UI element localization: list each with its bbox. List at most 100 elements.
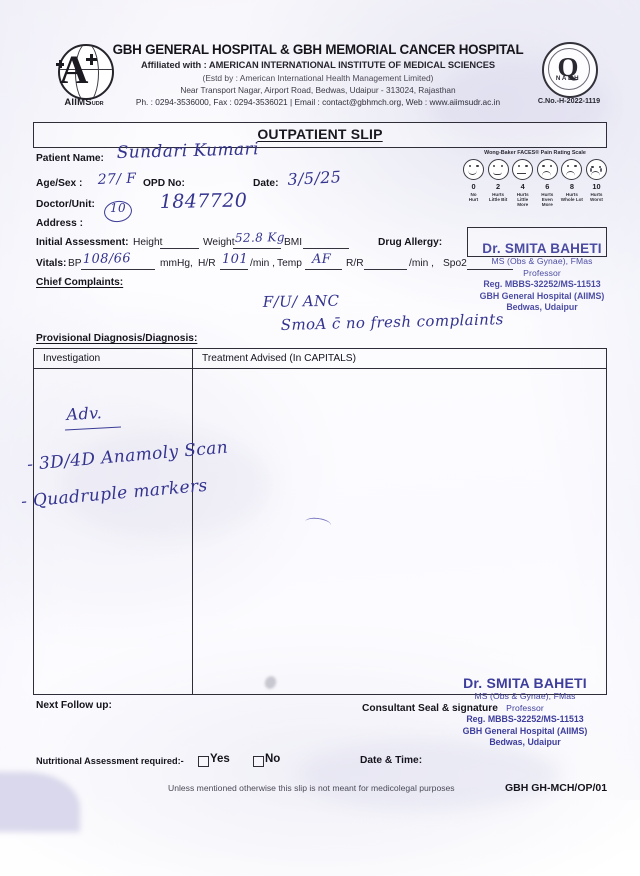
doctor-location: Bedwas, Udaipur: [489, 737, 561, 747]
bmi-input-rule[interactable]: [303, 248, 349, 249]
crying-face-icon: [585, 159, 607, 180]
nutritional-yes-checkbox[interactable]: [198, 756, 209, 767]
table-column-divider: [192, 349, 193, 694]
document-title-banner: OUTPATIENT SLIP: [33, 122, 607, 148]
age-sex-label: Age/Sex :: [36, 178, 83, 189]
investigation-note-heading: Adv.: [66, 403, 103, 424]
date-label: Date:: [253, 178, 279, 189]
pain-score: 8: [569, 181, 574, 191]
weight-input-rule[interactable]: [233, 248, 281, 249]
nutritional-no-checkbox[interactable]: [253, 756, 264, 767]
initial-assessment-label: Initial Assessment:: [36, 237, 129, 248]
slight-smile-face-icon: [487, 159, 509, 180]
rr-label: R/R: [346, 258, 364, 269]
doctor-qualification: MS (Obs & Gynae), FMas: [474, 691, 576, 701]
neutral-face-icon: [512, 159, 534, 180]
frown-face-icon: [536, 159, 558, 180]
pain-label: Hurts Worst: [590, 191, 603, 202]
weight-label: Weight: [203, 237, 235, 248]
nutritional-yes-label: Yes: [210, 753, 230, 765]
doctor-designation: Professor: [523, 267, 561, 278]
doctor-qualification: MS (Obs & Gynae), FMas: [491, 256, 593, 266]
doctor-designation: Professor: [506, 702, 544, 713]
nabh-wordmark: NABH: [555, 75, 581, 82]
pain-scale-faces-row: 0 No Hurt 2 Hurts Little Bit 4: [462, 159, 608, 208]
pain-face-10[interactable]: 10 Hurts Worst: [585, 159, 608, 208]
pain-face-2[interactable]: 2 Hurts Little Bit: [487, 159, 510, 208]
date-value: 3/5/25: [287, 167, 342, 189]
pain-score: 10: [592, 181, 601, 191]
nabh-certificate-number: C.No.-H-2022-1119: [537, 96, 601, 105]
form-code: GBH GH-MCH/OP/01: [505, 782, 608, 794]
bp-label: BP: [68, 258, 82, 269]
investigation-treatment-table: Investigation Treatment Advised (In CAPI…: [33, 348, 607, 695]
column-header-treatment: Treatment Advised (In CAPITALS): [202, 353, 356, 364]
hospital-contact: Ph. : 0294-3536000, Fax : 0294-3536021 |…: [135, 97, 501, 107]
pain-scale-title: Wong-Baker FACES® Pain Rating Scale: [484, 150, 586, 156]
established-by-line: (Estd by : American International Health…: [202, 72, 434, 83]
bmi-label: BMI: [284, 237, 303, 248]
height-input-rule[interactable]: [160, 248, 199, 249]
chief-complaints-label: Chief Complaints:: [36, 277, 124, 288]
doctor-location: Bedwas, Udaipur: [506, 302, 578, 312]
hospital-address: Near Transport Nagar, Airport Road, Bedw…: [180, 84, 456, 95]
column-header-investigation: Investigation: [43, 353, 101, 364]
hr-unit: /min ,: [250, 258, 275, 269]
smiley-face-icon: [463, 159, 484, 180]
height-label: Height: [133, 237, 163, 248]
age-sex-value: 27/ F: [97, 170, 137, 188]
pain-label: Hurts Little More: [516, 191, 529, 208]
doctor-registration: Reg. MBBS-32252/MS-11513: [466, 714, 584, 724]
nutritional-assessment-label: Nutritional Assessment required:-: [36, 756, 184, 766]
pain-face-0[interactable]: 0 No Hurt: [462, 159, 485, 208]
pain-score: 0: [471, 181, 476, 191]
pain-score: 2: [496, 181, 501, 191]
doctor-stamp-bottom: Dr. SMITA BAHETI MS (Obs & Gynae), FMas …: [430, 676, 620, 749]
aiims-globe-logo-icon: A AIIMSUDR: [48, 44, 120, 112]
pain-label: Hurts Whole Lot: [560, 191, 583, 202]
pain-face-6[interactable]: 6 Hurts Even More: [536, 159, 559, 208]
hospital-name: GBH GENERAL HOSPITAL & GBH MEMORIAL CANC…: [112, 42, 524, 57]
doctor-registration: Reg. MBBS-32252/MS-11513: [483, 279, 601, 289]
rr-input-rule[interactable]: [364, 269, 407, 270]
pain-label: No Hurt: [468, 191, 479, 202]
letterhead-text-block: GBH GENERAL HOSPITAL & GBH MEMORIAL CANC…: [108, 42, 528, 107]
sad-face-icon: [561, 159, 583, 180]
patient-name-value: Sundari Kumari: [116, 139, 260, 163]
bp-unit: mmHg,: [160, 258, 193, 269]
next-follow-up-label: Next Follow up:: [36, 700, 112, 711]
letterhead: A AIIMSUDR GBH GENERAL HOSPITAL & GBH ME…: [34, 42, 608, 120]
opd-no-value: 1847720: [159, 189, 248, 213]
doctor-name: Dr. SMITA BAHETI: [482, 241, 602, 256]
page-title: OUTPATIENT SLIP: [257, 126, 383, 142]
temp-label: Temp: [277, 258, 302, 269]
temp-input-rule[interactable]: [305, 269, 342, 270]
pain-score: 4: [520, 181, 525, 191]
provisional-diagnosis-label: Provisional Diagnosis/Diagnosis:: [36, 333, 198, 344]
spo2-label: Spo2: [443, 258, 467, 269]
patient-name-label: Patient Name:: [36, 153, 104, 164]
hr-label: H/R: [198, 258, 216, 269]
drug-allergy-label: Drug Allergy:: [378, 237, 443, 248]
nabh-accreditation-logo-icon: Q NABH C.No.-H-2022-1119: [530, 42, 608, 114]
doctor-unit-value: 10: [110, 201, 127, 215]
doctor-hospital: GBH General Hospital (AIIMS): [479, 290, 605, 301]
rr-unit: /min ,: [409, 258, 434, 269]
hr-input-rule[interactable]: [220, 269, 248, 270]
pain-face-8[interactable]: 8 Hurts Whole Lot: [560, 159, 583, 208]
bp-value: 108/66: [82, 251, 132, 267]
aiims-logo-caption: AIIMSUDR: [64, 97, 104, 108]
opd-no-label: OPD No:: [143, 178, 185, 189]
pain-label: Hurts Little Bit: [488, 191, 508, 202]
nabh-q-letter: Q: [557, 52, 579, 82]
date-time-label: Date & Time:: [360, 755, 423, 766]
pain-face-4[interactable]: 4 Hurts Little More: [511, 159, 534, 208]
affiliation-line: Affiliated with : AMERICAN INTERNATIONAL…: [140, 60, 496, 70]
drug-allergy-input-box[interactable]: [467, 227, 607, 257]
spo2-input-rule[interactable]: [467, 269, 513, 270]
bp-input-rule[interactable]: [81, 269, 155, 270]
wong-baker-pain-rating-scale: Wong-Baker FACES® Pain Rating Scale 0 No…: [462, 150, 608, 216]
doctor-unit-label: Doctor/Unit:: [36, 199, 95, 210]
vitals-label: Vitals:: [36, 258, 67, 269]
